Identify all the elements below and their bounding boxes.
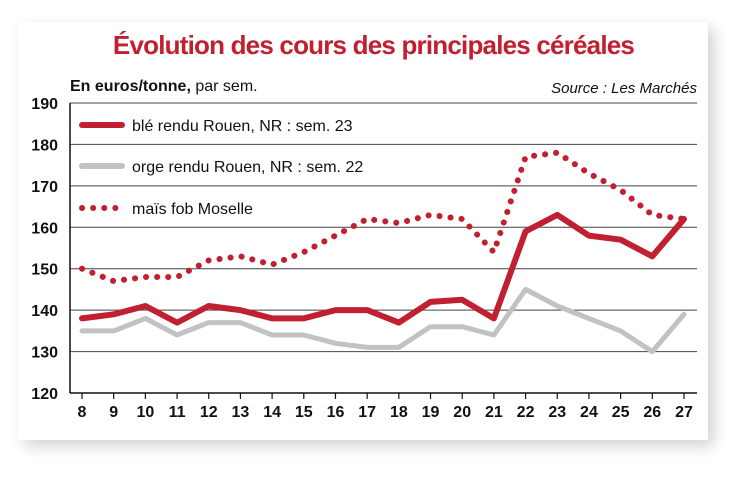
x-tick-label-16: 16 — [327, 404, 345, 421]
x-tick-label-13: 13 — [232, 404, 250, 421]
x-tick-label-17: 17 — [358, 404, 376, 421]
x-tick-label-25: 25 — [612, 404, 630, 421]
x-tick-label-18: 18 — [390, 404, 408, 421]
unit-label: En euros/tonne, par sem. — [70, 78, 258, 96]
x-tick-label-14: 14 — [263, 404, 281, 421]
x-tick-label-8: 8 — [78, 404, 87, 421]
y-tick-label-150: 150 — [31, 262, 58, 279]
x-tick-label-24: 24 — [580, 404, 598, 421]
y-tick-label-130: 130 — [31, 345, 58, 362]
x-tick-label-15: 15 — [295, 404, 313, 421]
y-tick-label-180: 180 — [31, 137, 58, 154]
series-line-1 — [79, 286, 687, 355]
x-tick-label-12: 12 — [200, 404, 218, 421]
x-tick-label-27: 27 — [675, 404, 693, 421]
chart-card — [18, 22, 708, 440]
unit-label-normal: par sem. — [190, 78, 258, 95]
x-tick-label-11: 11 — [169, 404, 186, 421]
x-tick-label-22: 22 — [517, 404, 535, 421]
y-tick-label-190: 190 — [31, 96, 58, 113]
x-tick-label-21: 21 — [485, 404, 503, 421]
source-label: Source : Les Marchés — [551, 80, 697, 97]
y-tick-label-160: 160 — [31, 220, 58, 237]
legend-label-2: maïs fob Moselle — [132, 201, 253, 218]
chart-title: Évolution des cours des principales céré… — [112, 30, 635, 60]
x-tick-label-19: 19 — [422, 404, 440, 421]
series-line-2 — [79, 149, 687, 285]
y-axis-ticks: 120 130 140 150 160 170 180 190 — [31, 96, 58, 403]
grid-lines — [69, 102, 697, 394]
x-tick-label-10: 10 — [136, 404, 154, 421]
series-lines — [79, 149, 687, 355]
y-tick-label-170: 170 — [31, 179, 58, 196]
series-line-0 — [79, 211, 687, 326]
legend: blé rendu Rouen, NR : sem. 23 orge rendu … — [79, 118, 363, 218]
x-tick-label-23: 23 — [548, 404, 566, 421]
x-tick-label-9: 9 — [109, 404, 118, 421]
y-tick-label-120: 120 — [31, 386, 58, 403]
x-tick-label-20: 20 — [453, 404, 471, 421]
legend-label-1: orge rendu Rouen, NR : sem. 22 — [132, 159, 363, 176]
unit-label-bold: En euros/tonne, — [70, 78, 191, 95]
x-tick-label-26: 26 — [643, 404, 661, 421]
y-tick-label-140: 140 — [31, 303, 58, 320]
legend-label-0: blé rendu Rouen, NR : sem. 23 — [132, 118, 353, 135]
x-axis-ticks: 8 9 10 11 12 13 14 15 16 17 18 19 20 21 22 23 24 25 26 27 — [78, 393, 693, 421]
